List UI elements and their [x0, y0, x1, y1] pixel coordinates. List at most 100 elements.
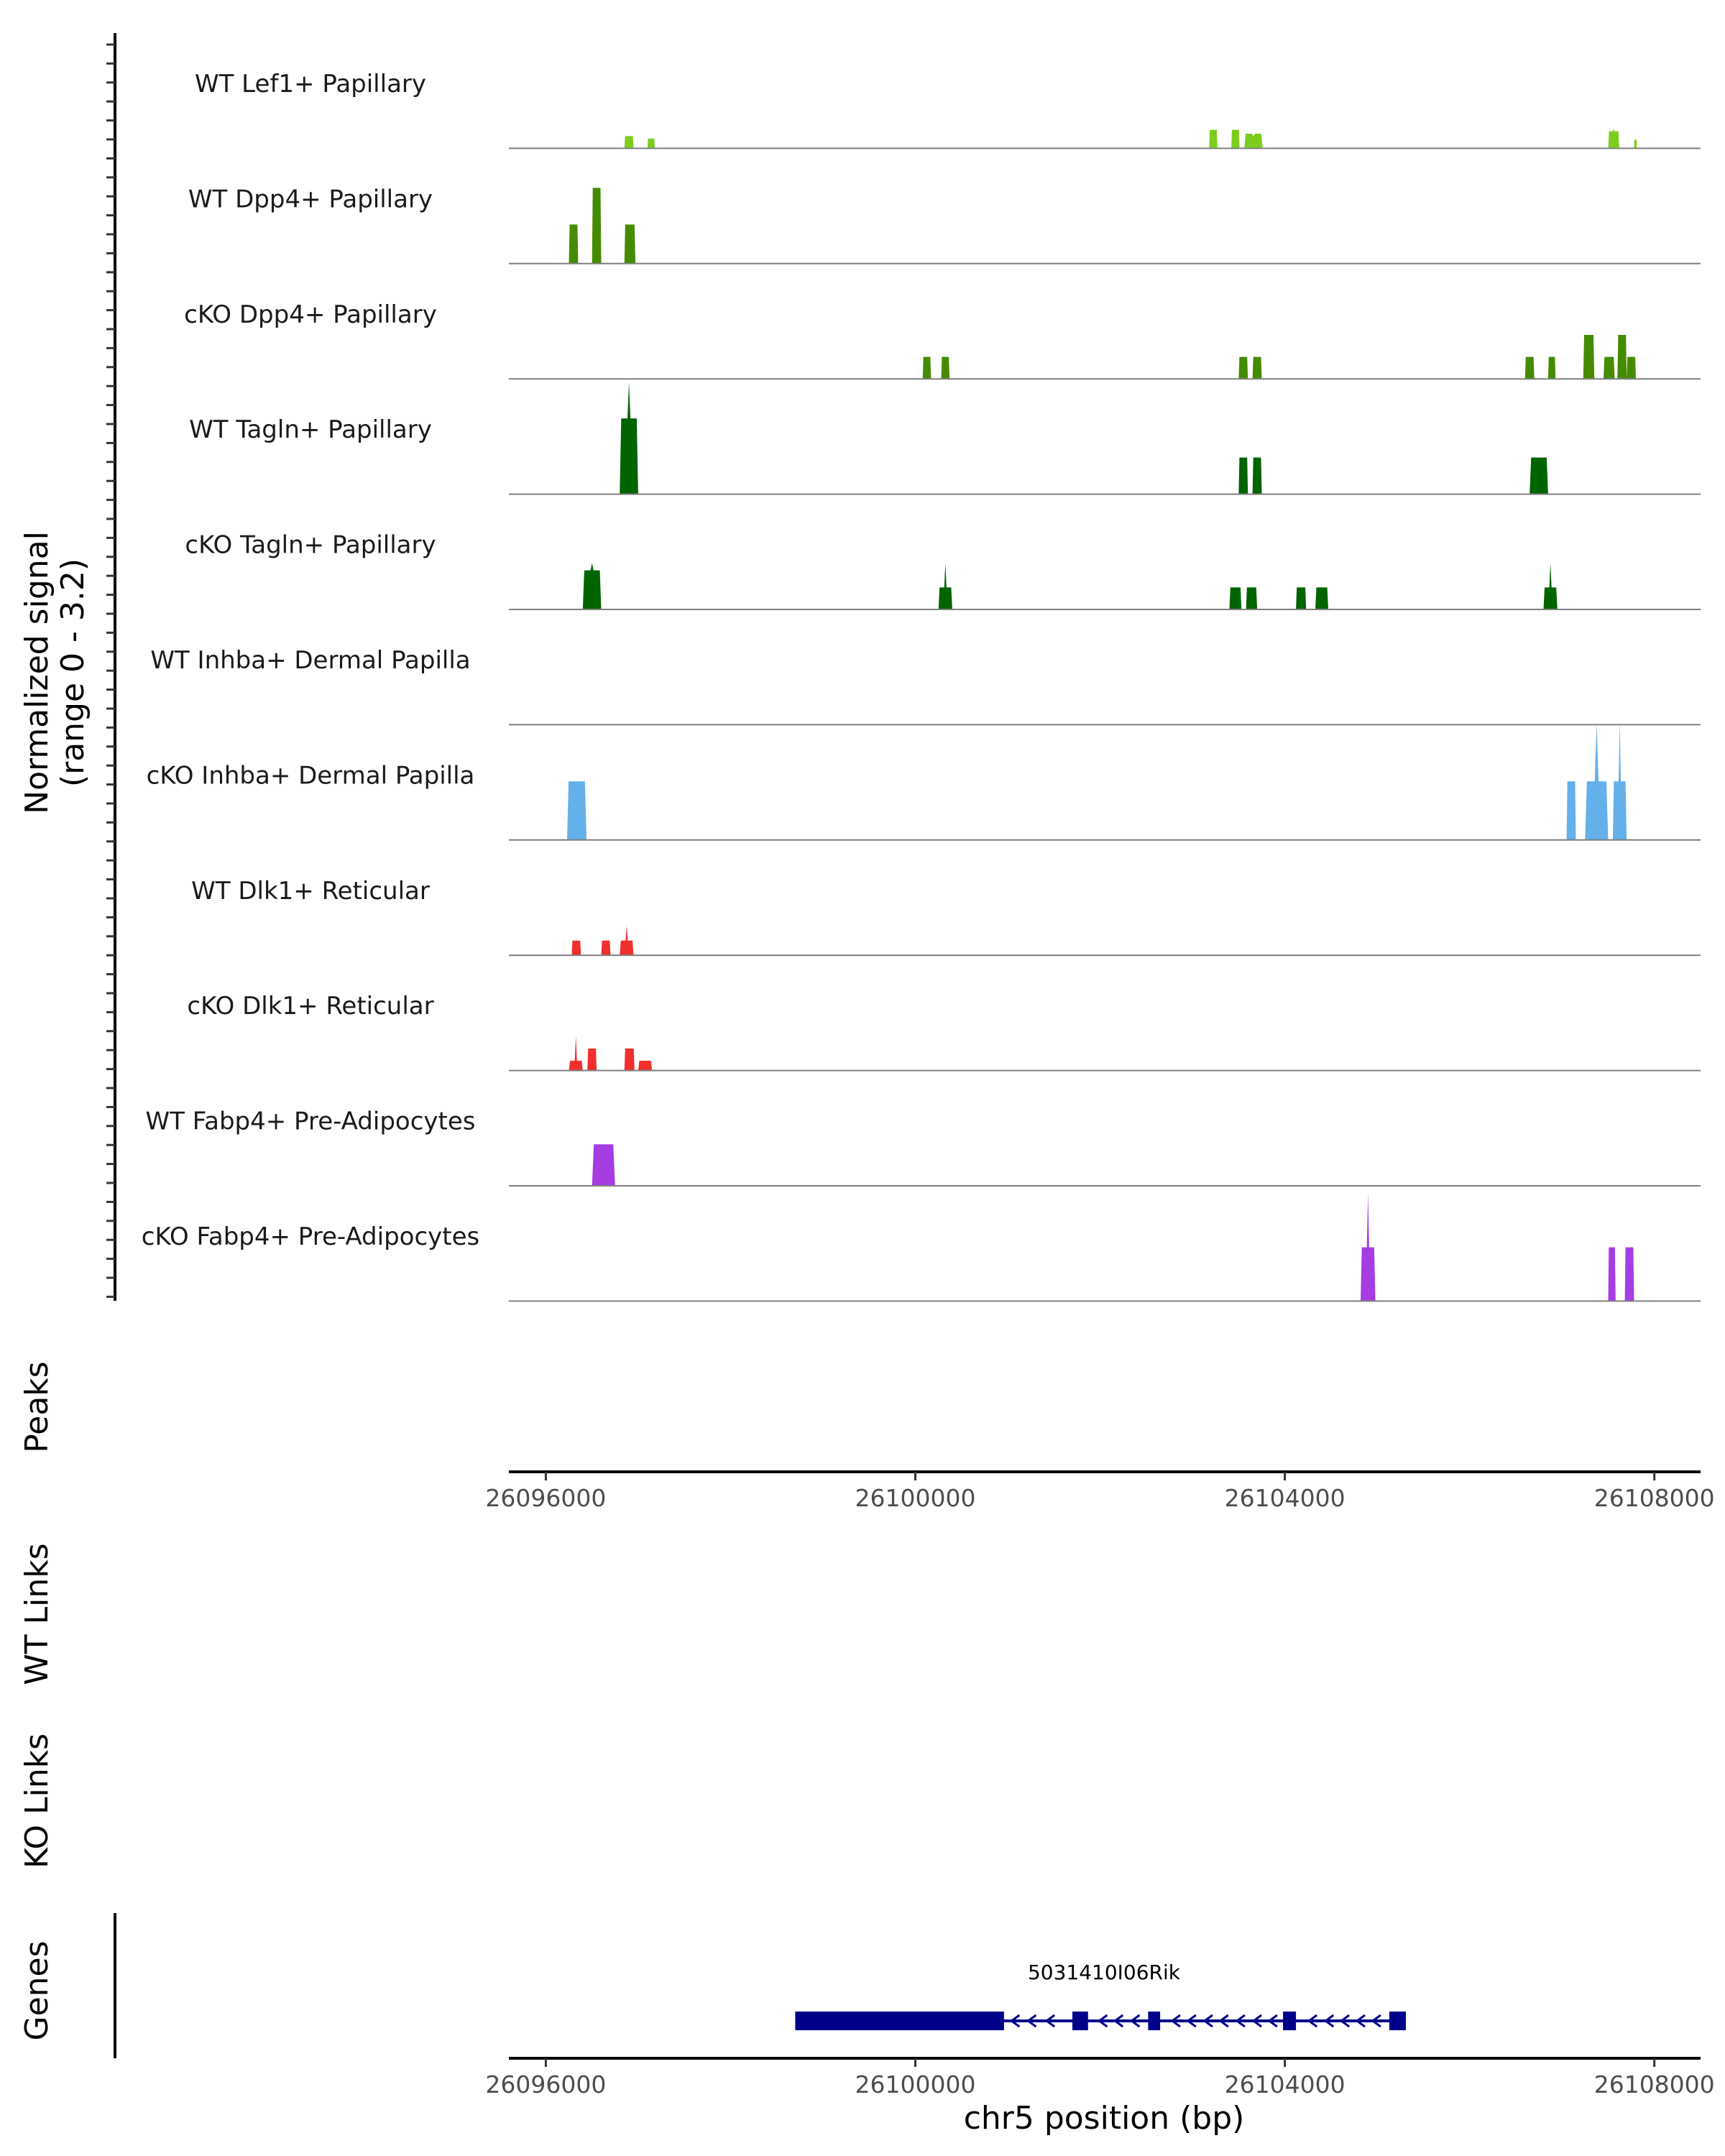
- strand-arrow: [1235, 2014, 1246, 2028]
- coverage-peak: [1229, 587, 1242, 609]
- strand-arrow: [1251, 2014, 1262, 2028]
- coverage-peak: [1238, 356, 1248, 379]
- track-label: WT Lef1+ Papillary: [195, 70, 426, 98]
- coverage-peak: [1608, 129, 1619, 149]
- track-label: cKO Dlk1+ Reticular: [187, 992, 433, 1021]
- strand-arrow: [1355, 2014, 1366, 2028]
- track-6: WT Inhba+ Dermal Papilla: [150, 646, 1701, 726]
- track-label: cKO Fabp4+ Pre-Adipocytes: [142, 1222, 480, 1251]
- coverage-peak: [1634, 139, 1637, 149]
- x-axis-title: chr5 position (bp): [964, 2100, 1245, 2137]
- wt-links-label: WT Links: [19, 1543, 55, 1685]
- strand-arrow: [1026, 2014, 1037, 2028]
- genes-label: Genes: [19, 1940, 55, 2040]
- peaks-label: Peaks: [19, 1361, 55, 1452]
- gene-model: [795, 2012, 1406, 2030]
- coverage-panel: Normalized signal (range 0 - 3.2) WT Lef…: [19, 33, 1701, 1302]
- coverage-peak: [941, 356, 950, 379]
- track-2: WT Dpp4+ Papillary: [188, 185, 1701, 264]
- coverage-peak: [1617, 335, 1627, 379]
- coverage-peak: [1244, 134, 1263, 149]
- coverage-peak: [1543, 563, 1558, 609]
- coverage-peak: [1209, 129, 1218, 149]
- links-panels: WT Links KO Links: [19, 1543, 55, 1869]
- gene-exon: [1283, 2012, 1297, 2030]
- coverage-peak: [1547, 356, 1556, 379]
- x-tick-label: 26096000: [485, 1484, 606, 1512]
- track-10: WT Fabp4+ Pre-Adipocytes: [146, 1107, 1701, 1187]
- track-label: WT Fabp4+ Pre-Adipocytes: [146, 1107, 476, 1136]
- coverage-peak: [922, 356, 932, 379]
- strand-arrow: [1339, 2014, 1351, 2028]
- strand-arrow: [1097, 2014, 1108, 2028]
- x-tick-label: 26108000: [1594, 1484, 1715, 1512]
- peaks-x-axis: 26096000 26100000 26104000 26108000: [485, 1472, 1715, 1512]
- x-tick-label: 26104000: [1225, 1484, 1346, 1512]
- strand-arrow: [1129, 2014, 1141, 2028]
- coverage-peak: [1583, 335, 1595, 379]
- genes-x-axis: 26096000 26100000 26104000 26108000: [485, 2058, 1715, 2099]
- track-9: cKO Dlk1+ Reticular: [187, 992, 1701, 1072]
- coverage-peak: [1231, 129, 1240, 149]
- coverage-peak: [571, 940, 581, 956]
- coverage-peak: [1361, 1193, 1376, 1302]
- track-label: cKO Dpp4+ Papillary: [184, 300, 437, 329]
- coverage-peak: [1246, 587, 1258, 609]
- coverage-peak: [1296, 587, 1307, 609]
- coverage-peak: [582, 563, 602, 609]
- track-label: cKO Tagln+ Papillary: [185, 531, 436, 560]
- coverage-y-label-line2: (range 0 - 3.2): [55, 558, 91, 787]
- strand-arrow: [1044, 2014, 1056, 2028]
- coverage-peak: [569, 224, 579, 264]
- track-11: cKO Fabp4+ Pre-Adipocytes: [142, 1193, 1701, 1302]
- coverage-peak: [592, 1144, 615, 1186]
- coverage-peak: [638, 1061, 653, 1071]
- x-tick-label: 26108000: [1594, 2070, 1715, 2099]
- track-1: WT Lef1+ Papillary: [195, 70, 1701, 149]
- coverage-peak: [620, 382, 638, 494]
- track-label: cKO Inhba+ Dermal Papilla: [147, 761, 475, 790]
- coverage-peak: [1252, 356, 1262, 379]
- coverage-peak: [624, 224, 636, 264]
- coverage-y-label-line1: Normalized signal: [19, 531, 55, 814]
- coverage-peak: [1524, 356, 1535, 379]
- track-7: cKO Inhba+ Dermal Papilla: [147, 722, 1701, 841]
- strand-arrow: [1170, 2014, 1181, 2028]
- coverage-peak: [601, 940, 611, 956]
- track-label: WT Tagln+ Papillary: [189, 415, 432, 444]
- coverage-peak: [1612, 722, 1627, 840]
- coverage-peak: [1604, 356, 1615, 379]
- peaks-panel: Peaks 26096000 26100000 26104000 26108000: [19, 1361, 1715, 1512]
- strand-arrow: [1113, 2014, 1124, 2028]
- coverage-peak: [1315, 587, 1328, 609]
- coverage-peak: [1624, 1247, 1634, 1302]
- x-tick-label: 26100000: [855, 1484, 976, 1512]
- genes-panel: Genes 5031410I06Rik 26096000 26100000 2610…: [19, 1913, 1715, 2137]
- gene-exon: [1148, 2012, 1161, 2030]
- coverage-peak: [1585, 722, 1609, 840]
- track-5: cKO Tagln+ Papillary: [185, 531, 1701, 610]
- coverage-peak: [624, 1049, 635, 1071]
- coverage-peak: [587, 1049, 597, 1071]
- coverage-peak: [1566, 781, 1576, 840]
- gene-name-label: 5031410I06Rik: [1028, 1961, 1181, 1984]
- coverage-peak: [569, 1036, 583, 1071]
- x-tick-label: 26100000: [855, 2070, 976, 2099]
- gene-exon: [1389, 2012, 1406, 2030]
- track-label: WT Dlk1+ Reticular: [191, 877, 430, 906]
- coverage-peak: [647, 138, 656, 149]
- track-4: WT Tagln+ Papillary: [189, 382, 1701, 495]
- coverage-peak: [1627, 356, 1636, 379]
- coverage-peak: [1238, 457, 1248, 494]
- track-label: WT Inhba+ Dermal Papilla: [150, 646, 470, 675]
- coverage-peak: [1252, 457, 1262, 494]
- coverage-peak: [624, 136, 634, 149]
- gene-exon: [795, 2012, 1004, 2030]
- coverage-peak: [938, 563, 952, 609]
- strand-arrow: [1267, 2014, 1278, 2028]
- coverage-tracks: WT Lef1+ Papillary WT Dpp4+ Papillary cKO …: [142, 70, 1701, 1302]
- gene-exon: [1072, 2012, 1088, 2030]
- x-tick-label: 26096000: [485, 2070, 606, 2099]
